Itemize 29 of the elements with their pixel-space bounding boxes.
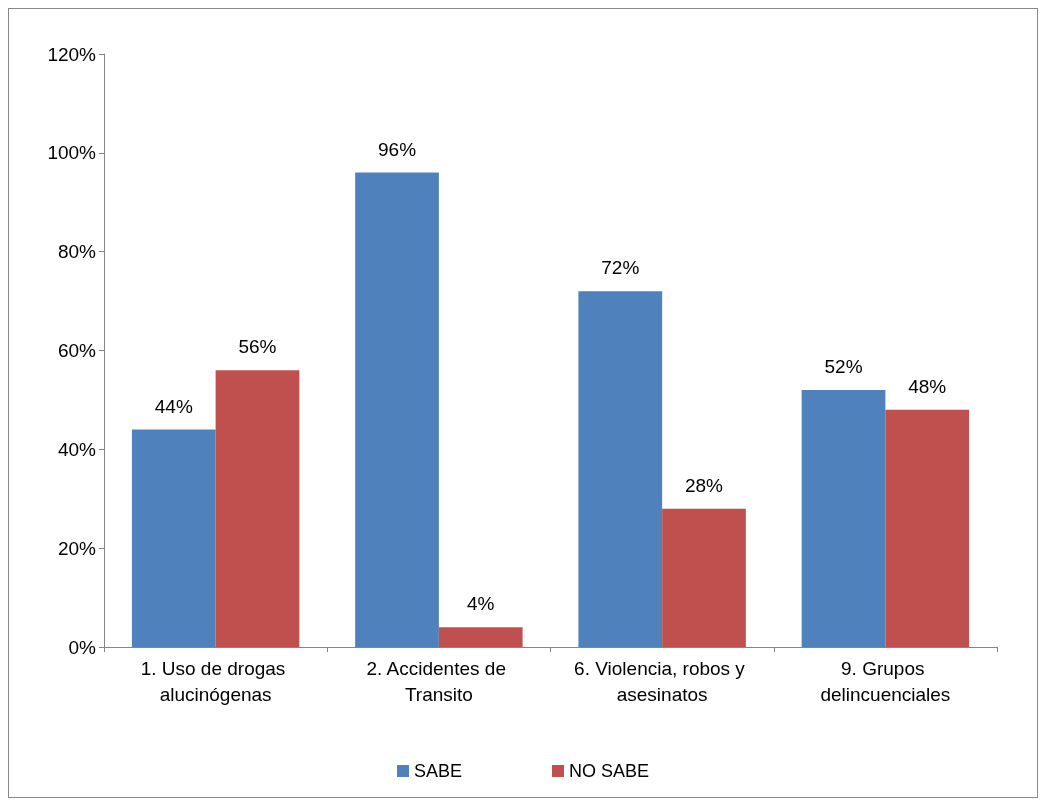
y-tick-label: 100% [47, 142, 97, 164]
legend-label: SABE [413, 761, 463, 781]
y-tick-label: 120% [47, 43, 97, 65]
bar [438, 627, 523, 647]
y-tick-label: 60% [57, 340, 97, 361]
y-tick-label: 0% [68, 636, 97, 658]
data-label: 56% [238, 336, 277, 358]
x-tick-label: 2. Accidentes de Transito [366, 657, 512, 705]
data-label: 4% [467, 593, 495, 615]
data-label: 48% [908, 375, 947, 397]
legend-label: NO SABE [569, 761, 650, 781]
data-label: 28% [684, 474, 724, 496]
bar [662, 508, 746, 647]
x-tick-label: 9. Grupos delincuenciales [820, 657, 951, 705]
bar [355, 172, 439, 647]
x-tick-label: 6. Violencia, robos y asesinatos [574, 657, 751, 705]
bar [578, 291, 663, 647]
bar [131, 429, 216, 647]
bar [801, 390, 886, 647]
data-label: 44% [154, 395, 193, 417]
data-label: 52% [824, 356, 863, 378]
bar [215, 370, 300, 647]
bar [885, 409, 970, 647]
y-tick-label: 80% [57, 241, 97, 263]
x-tick-label: 1. Uso de drogas alucinógenas [140, 657, 291, 705]
y-tick-label: 20% [57, 537, 97, 559]
data-label: 96% [378, 138, 417, 160]
y-tick-label: 40% [57, 438, 97, 460]
data-label: 72% [601, 257, 640, 279]
